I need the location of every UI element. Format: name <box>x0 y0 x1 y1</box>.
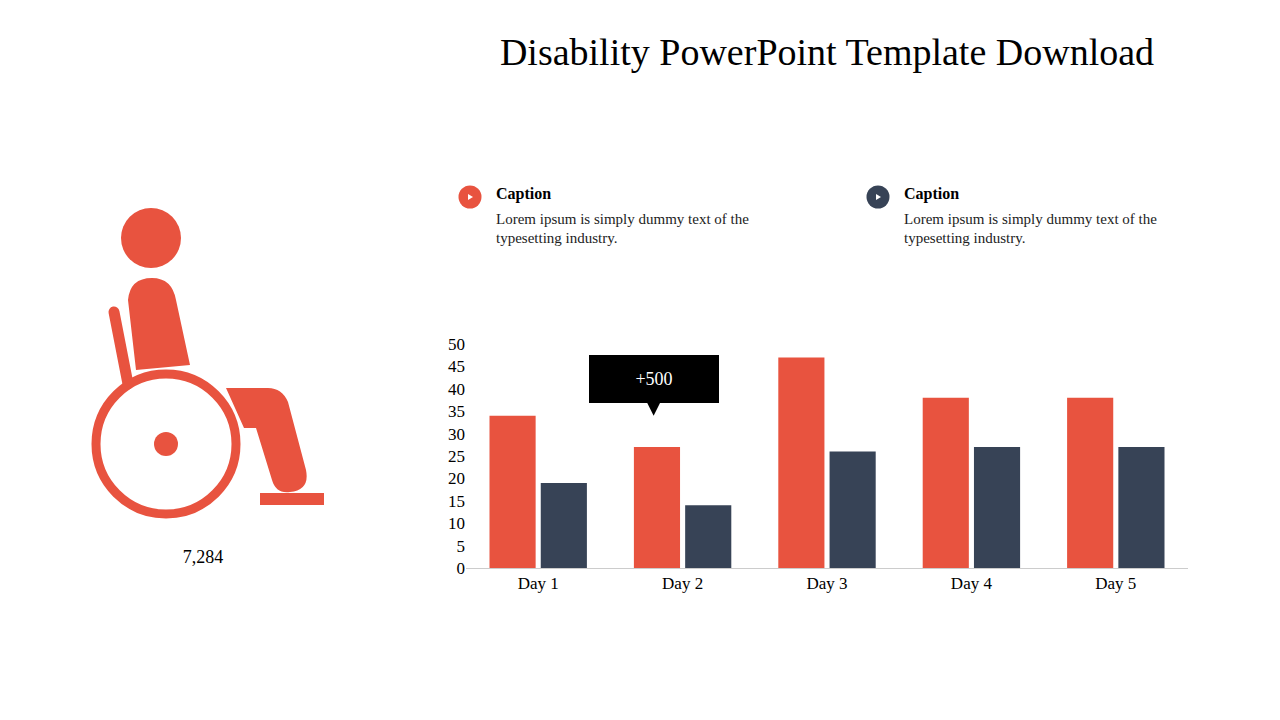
svg-text:40: 40 <box>448 380 465 399</box>
svg-text:45: 45 <box>448 357 465 376</box>
svg-text:Day 1: Day 1 <box>518 574 559 593</box>
svg-text:0: 0 <box>457 559 466 578</box>
svg-text:Day 2: Day 2 <box>662 574 703 593</box>
html-text:7,284: 7,284 <box>182 547 224 567</box>
svg-text:10: 10 <box>448 514 465 533</box>
svg-text:50: 50 <box>448 335 465 354</box>
svg-text:25: 25 <box>448 447 465 466</box>
svg-text:Day 4: Day 4 <box>951 574 993 593</box>
html-text:Lorem ipsum is simply dummy te: Lorem ipsum is simply dummy text of the … <box>496 211 749 246</box>
svg-text:Day 3: Day 3 <box>806 574 847 593</box>
svg-text:20: 20 <box>448 469 465 488</box>
svg-text:35: 35 <box>448 402 465 421</box>
svg-text:5: 5 <box>457 537 466 556</box>
svg-text:15: 15 <box>448 492 465 511</box>
svg-text:+500: +500 <box>635 369 672 389</box>
html-text:Caption: Caption <box>496 185 552 202</box>
html-text:Lorem ipsum is simply dummy te: Lorem ipsum is simply dummy text of the … <box>904 211 1157 246</box>
svg-text:Day 5: Day 5 <box>1095 574 1136 593</box>
svg-text:30: 30 <box>448 425 465 444</box>
svg-text:Disability PowerPoint Template: Disability PowerPoint Template Download <box>500 31 1154 73</box>
html-text:Caption: Caption <box>904 185 960 202</box>
